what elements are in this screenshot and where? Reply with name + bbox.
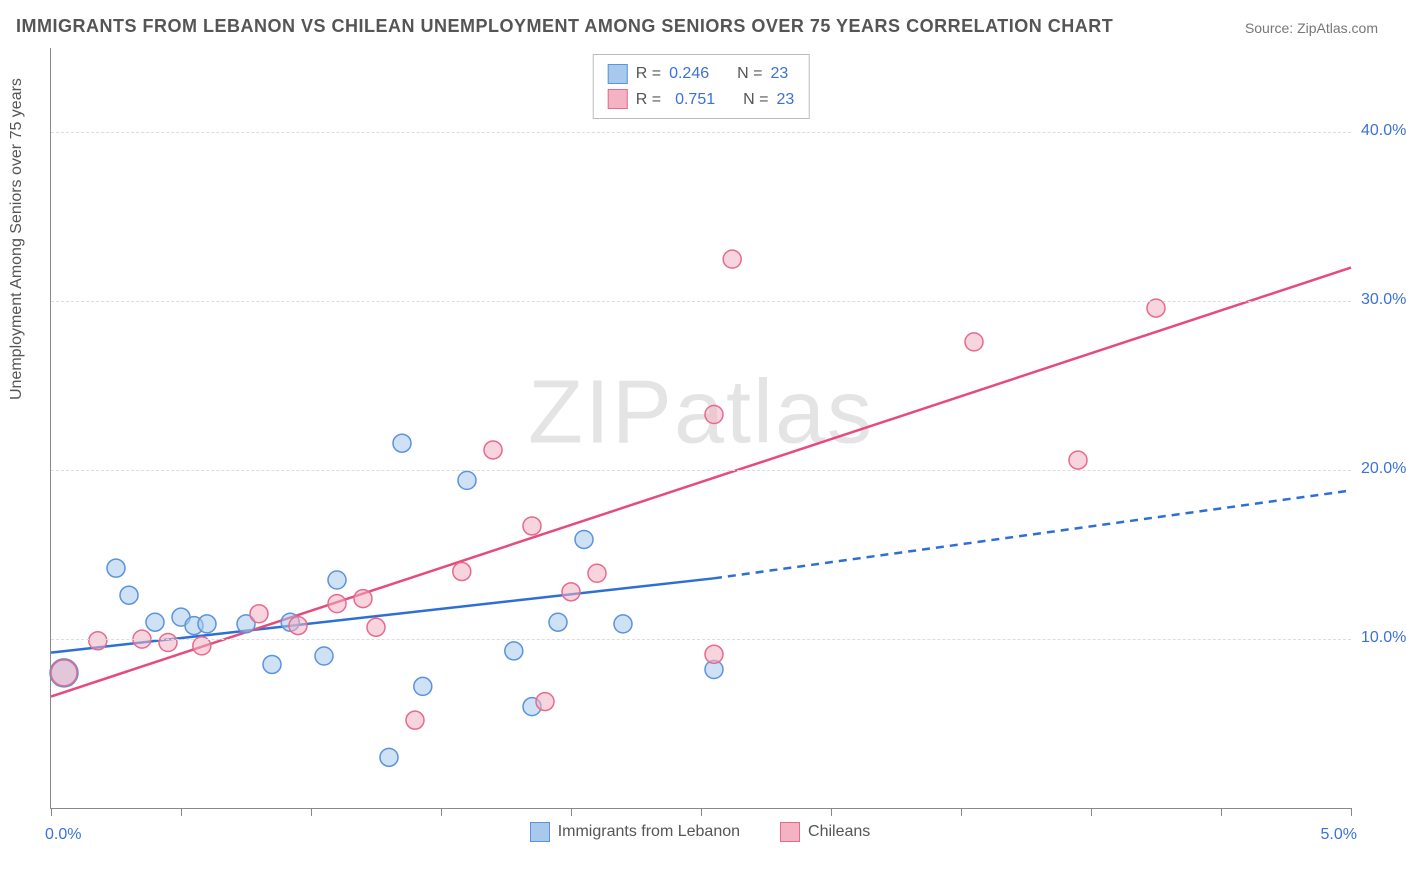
- r-value-1: 0.246: [669, 61, 709, 87]
- y-tick-label: 20.0%: [1361, 460, 1406, 478]
- r-label: R =: [636, 87, 661, 113]
- swatch-blue-icon: [530, 822, 550, 842]
- n-label: N =: [743, 87, 768, 113]
- swatch-pink-icon: [780, 822, 800, 842]
- legend-stats-row-2: R = 0.751 N = 23: [608, 87, 795, 113]
- chart-svg: [51, 48, 1351, 808]
- legend-stats-row-1: R = 0.246 N = 23: [608, 61, 795, 87]
- legend-label-1: Immigrants from Lebanon: [558, 823, 740, 841]
- y-axis-label: Unemployment Among Seniors over 75 years: [8, 78, 26, 400]
- swatch-blue-icon: [608, 64, 628, 84]
- chart-title: IMMIGRANTS FROM LEBANON VS CHILEAN UNEMP…: [16, 16, 1113, 37]
- plot-area: ZIPatlas R = 0.246 N = 23 R = 0.751 N = …: [50, 48, 1351, 809]
- legend-item-2: Chileans: [780, 822, 870, 842]
- n-value-2: 23: [776, 87, 794, 113]
- n-value-1: 23: [770, 61, 788, 87]
- y-tick-label: 10.0%: [1361, 629, 1406, 647]
- legend-stats: R = 0.246 N = 23 R = 0.751 N = 23: [593, 54, 810, 119]
- y-tick-label: 40.0%: [1361, 122, 1406, 140]
- source-label: Source: ZipAtlas.com: [1245, 20, 1378, 36]
- swatch-pink-icon: [608, 89, 628, 109]
- y-tick-label: 30.0%: [1361, 291, 1406, 309]
- legend-item-1: Immigrants from Lebanon: [530, 822, 740, 842]
- legend-series: Immigrants from Lebanon Chileans: [50, 822, 1350, 842]
- r-label: R =: [636, 61, 661, 87]
- r-value-2: 0.751: [675, 87, 715, 113]
- legend-label-2: Chileans: [808, 823, 870, 841]
- n-label: N =: [737, 61, 762, 87]
